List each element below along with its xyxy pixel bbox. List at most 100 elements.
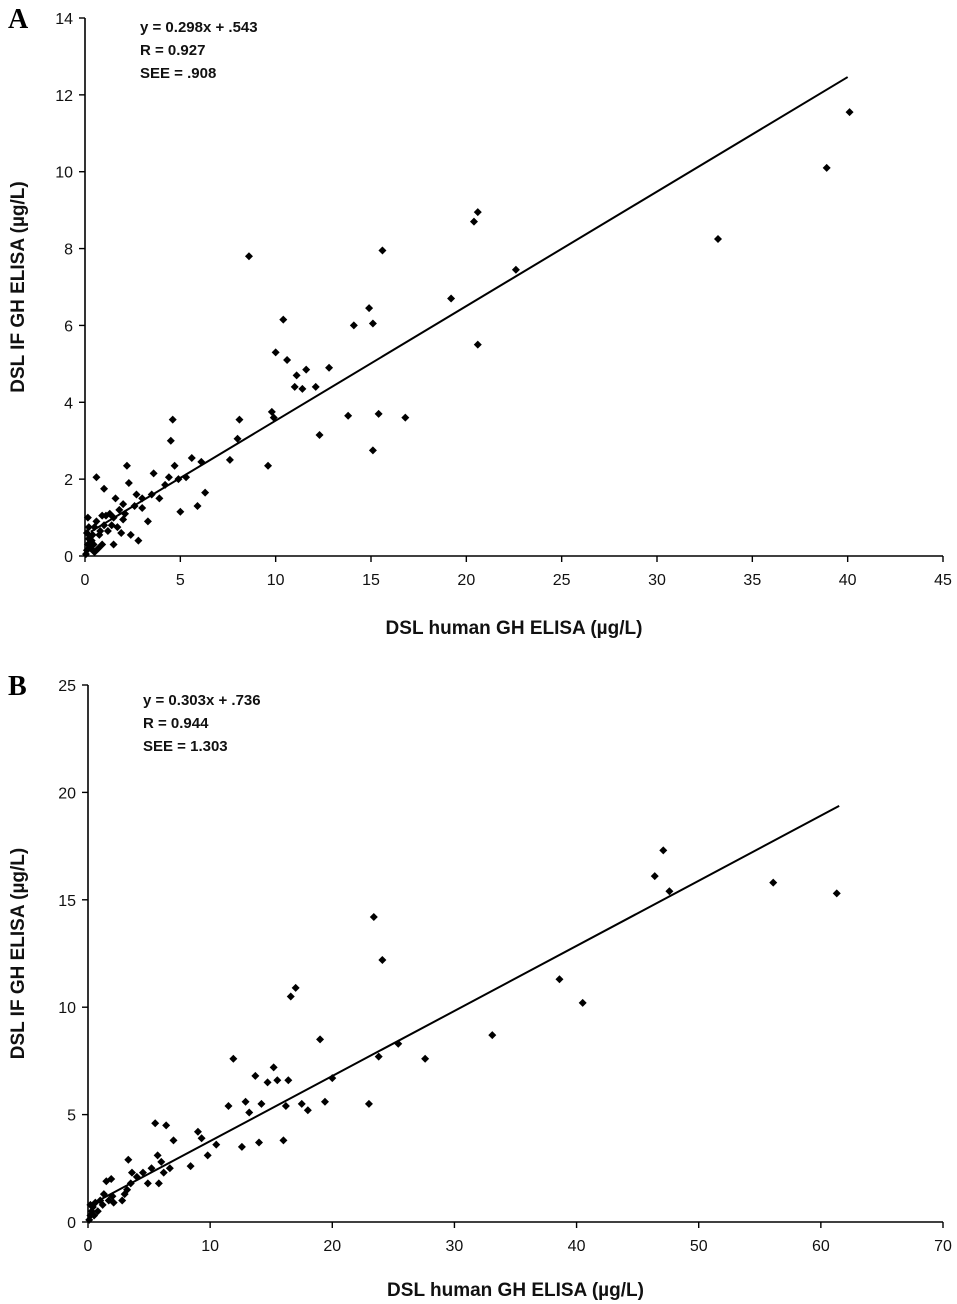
data-point <box>122 461 131 470</box>
chart-panel-b: 0 10 20 30 40 50 60 70 0 5 10 15 20 25 DSL human GH EL… <box>8 671 952 1301</box>
data-point <box>263 1078 272 1087</box>
data-point <box>401 413 410 422</box>
data-point <box>111 494 120 503</box>
data-point <box>159 1168 168 1177</box>
data-point <box>283 356 292 365</box>
data-point <box>109 1198 118 1207</box>
data-point <box>473 340 482 349</box>
y-tick-label: 6 <box>64 318 73 335</box>
panel-label: A <box>8 4 29 35</box>
data-point <box>100 484 109 493</box>
data-point <box>316 1035 325 1044</box>
data-point <box>134 536 143 545</box>
data-point <box>364 1099 373 1108</box>
y-tick-label: 5 <box>67 1108 76 1125</box>
x-tick-label: 60 <box>812 1238 830 1255</box>
data-point <box>578 998 587 1007</box>
data-point <box>187 454 196 463</box>
x-tick-label: 40 <box>568 1238 586 1255</box>
y-tick-label: 2 <box>64 472 73 489</box>
data-point <box>447 294 456 303</box>
x-tick-label: 20 <box>323 1238 341 1255</box>
x-tick-label: 0 <box>84 1238 93 1255</box>
data-point <box>176 507 185 516</box>
data-point <box>555 975 564 984</box>
data-point <box>113 523 122 532</box>
regression-line <box>91 805 840 1206</box>
x-tick-label: 20 <box>457 572 475 589</box>
data-point <box>325 363 334 372</box>
y-tick-label: 12 <box>55 88 73 105</box>
data-point <box>147 1164 156 1173</box>
data-point <box>659 846 668 855</box>
data-point <box>99 1190 108 1199</box>
data-point <box>197 457 206 466</box>
data-point <box>328 1074 337 1083</box>
data-point <box>127 1168 136 1177</box>
data-point <box>769 878 778 887</box>
data-point <box>92 517 101 526</box>
data-point <box>126 1179 135 1188</box>
y-tick-label: 4 <box>64 395 73 412</box>
data-point <box>124 478 133 487</box>
data-point <box>368 319 377 328</box>
data-point <box>201 488 210 497</box>
regression-annotation: R = 0.944 <box>143 715 209 732</box>
data-point <box>298 384 307 393</box>
data-point <box>271 348 280 357</box>
data-point <box>269 413 278 422</box>
data-point <box>374 1052 383 1061</box>
data-point <box>297 1099 306 1108</box>
x-tick-label: 50 <box>690 1238 708 1255</box>
x-tick-label: 10 <box>267 572 285 589</box>
data-point <box>109 513 118 522</box>
x-tick-label: 40 <box>839 572 857 589</box>
data-point <box>394 1039 403 1048</box>
data-point <box>121 509 130 518</box>
data-point <box>279 315 288 324</box>
data-point <box>186 1162 195 1171</box>
data-point <box>154 1179 163 1188</box>
y-axis-title: DSL IF GH ELISA (µg/L) <box>8 181 29 393</box>
data-point <box>84 523 93 532</box>
data-point <box>92 473 101 482</box>
data-point <box>369 912 378 921</box>
data-point <box>264 461 273 470</box>
data-point <box>255 1138 263 1147</box>
data-point <box>182 473 191 482</box>
data-point <box>149 469 158 478</box>
data-point <box>162 1121 171 1130</box>
data-point <box>269 1063 278 1072</box>
data-point <box>96 527 105 536</box>
data-point <box>118 1196 127 1205</box>
y-tick-label: 0 <box>64 549 73 566</box>
data-point <box>107 1175 116 1184</box>
x-tick-label: 5 <box>176 572 185 589</box>
data-point <box>108 1192 117 1201</box>
data-point <box>488 1031 497 1040</box>
data-point <box>119 500 128 509</box>
data-point <box>126 530 135 539</box>
x-tick-label: 0 <box>81 572 90 589</box>
data-point <box>193 502 202 511</box>
data-point <box>235 415 244 424</box>
data-point <box>109 540 118 549</box>
data-point <box>224 1102 233 1111</box>
y-tick-label: 10 <box>55 165 73 182</box>
data-point <box>117 528 126 537</box>
data-point <box>291 983 300 992</box>
y-tick-label: 20 <box>58 785 76 802</box>
data-point <box>155 494 164 503</box>
data-point <box>143 517 152 526</box>
x-axis-title: DSL human GH ELISA (µg/L) <box>387 1280 644 1301</box>
x-tick-label: 30 <box>648 572 666 589</box>
data-point <box>832 889 841 898</box>
x-tick-label: 35 <box>743 572 761 589</box>
x-tick-label: 25 <box>553 572 571 589</box>
data-point <box>203 1151 212 1160</box>
data-point <box>174 475 183 484</box>
regression-annotation: y = 0.298x + .543 <box>140 19 258 36</box>
data-point <box>257 1099 266 1108</box>
data-point <box>153 1151 162 1160</box>
data-point <box>284 1076 293 1085</box>
